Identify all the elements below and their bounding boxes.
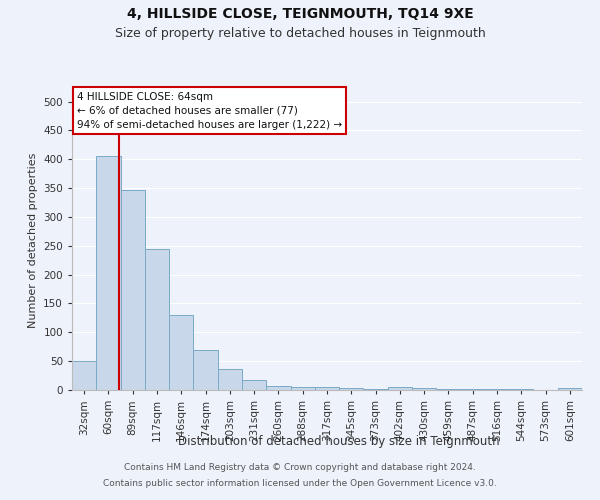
Bar <box>121 190 145 390</box>
Text: 4 HILLSIDE CLOSE: 64sqm
← 6% of detached houses are smaller (77)
94% of semi-det: 4 HILLSIDE CLOSE: 64sqm ← 6% of detached… <box>77 92 342 130</box>
Bar <box>412 388 436 390</box>
Bar <box>388 387 412 390</box>
Bar <box>242 380 266 390</box>
Text: Contains HM Land Registry data © Crown copyright and database right 2024.: Contains HM Land Registry data © Crown c… <box>124 464 476 472</box>
Bar <box>145 248 169 390</box>
Bar <box>339 388 364 390</box>
Bar <box>436 389 461 390</box>
Text: 4, HILLSIDE CLOSE, TEIGNMOUTH, TQ14 9XE: 4, HILLSIDE CLOSE, TEIGNMOUTH, TQ14 9XE <box>127 8 473 22</box>
Text: Size of property relative to detached houses in Teignmouth: Size of property relative to detached ho… <box>115 28 485 40</box>
Bar <box>193 350 218 390</box>
Bar <box>96 156 121 390</box>
Bar <box>290 386 315 390</box>
Bar <box>266 386 290 390</box>
Y-axis label: Number of detached properties: Number of detached properties <box>28 152 38 328</box>
Text: Distribution of detached houses by size in Teignmouth: Distribution of detached houses by size … <box>178 435 500 448</box>
Bar <box>218 368 242 390</box>
Bar <box>169 315 193 390</box>
Bar <box>558 388 582 390</box>
Bar <box>72 361 96 390</box>
Bar <box>315 387 339 390</box>
Text: Contains public sector information licensed under the Open Government Licence v3: Contains public sector information licen… <box>103 478 497 488</box>
